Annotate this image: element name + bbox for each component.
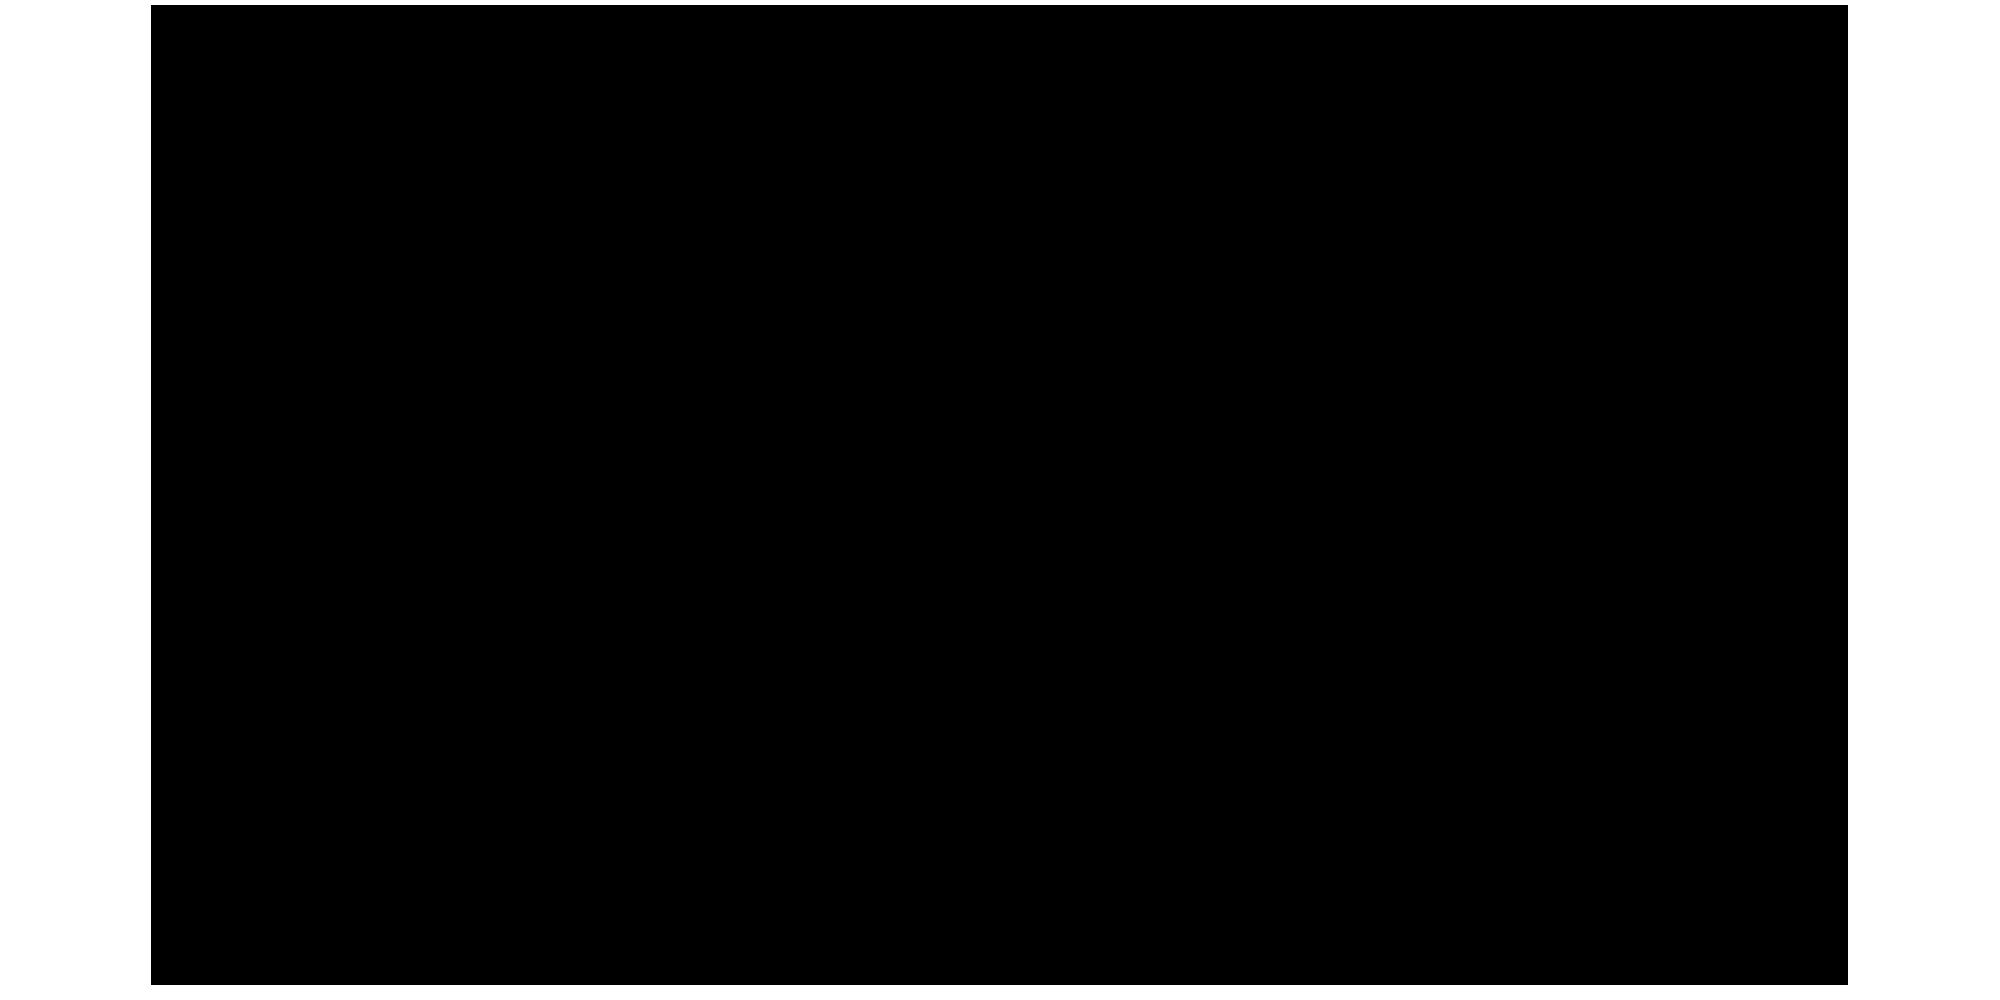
word-cloud-panel — [151, 5, 1848, 985]
